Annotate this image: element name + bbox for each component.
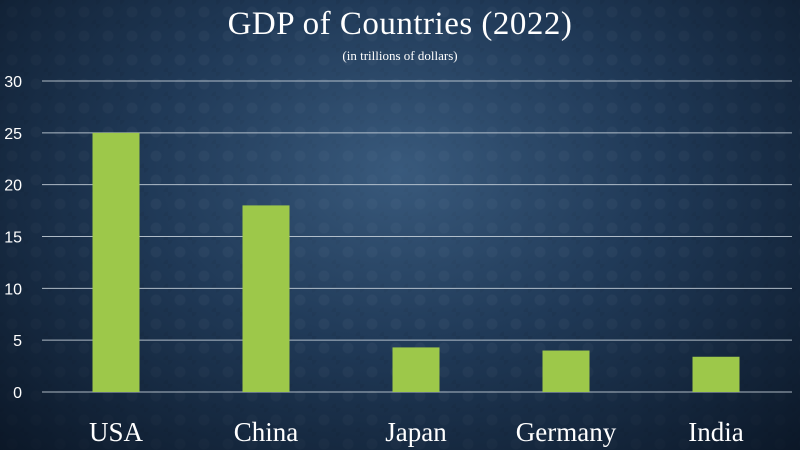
y-axis-ticks: 0 5 10 15 20 25 30: [4, 74, 22, 402]
x-tick-label: Germany: [516, 417, 617, 447]
bar-japan: [392, 347, 440, 392]
x-tick-label: Japan: [385, 417, 447, 447]
bar-india: [692, 356, 740, 392]
y-tick-label: 25: [4, 126, 22, 143]
y-tick-label: 15: [4, 230, 22, 247]
y-tick-label: 20: [4, 178, 22, 195]
bars: [92, 132, 740, 393]
x-tick-label: USA: [89, 417, 144, 447]
x-tick-label: India: [688, 417, 743, 447]
y-tick-label: 5: [13, 333, 22, 350]
chart-subtitle: (in trillions of dollars): [342, 48, 458, 63]
y-tick-label: 10: [4, 281, 22, 298]
x-tick-label: China: [234, 417, 299, 447]
chart-title: GDP of Countries (2022): [227, 6, 573, 42]
bar-usa: [92, 132, 140, 393]
y-tick-label: 30: [4, 74, 22, 91]
bar-china: [242, 205, 290, 392]
y-tick-label: 0: [13, 385, 22, 402]
x-axis-ticks: USA China Japan Germany India: [89, 417, 744, 447]
bar-germany: [542, 350, 590, 392]
gridlines: [42, 80, 792, 393]
